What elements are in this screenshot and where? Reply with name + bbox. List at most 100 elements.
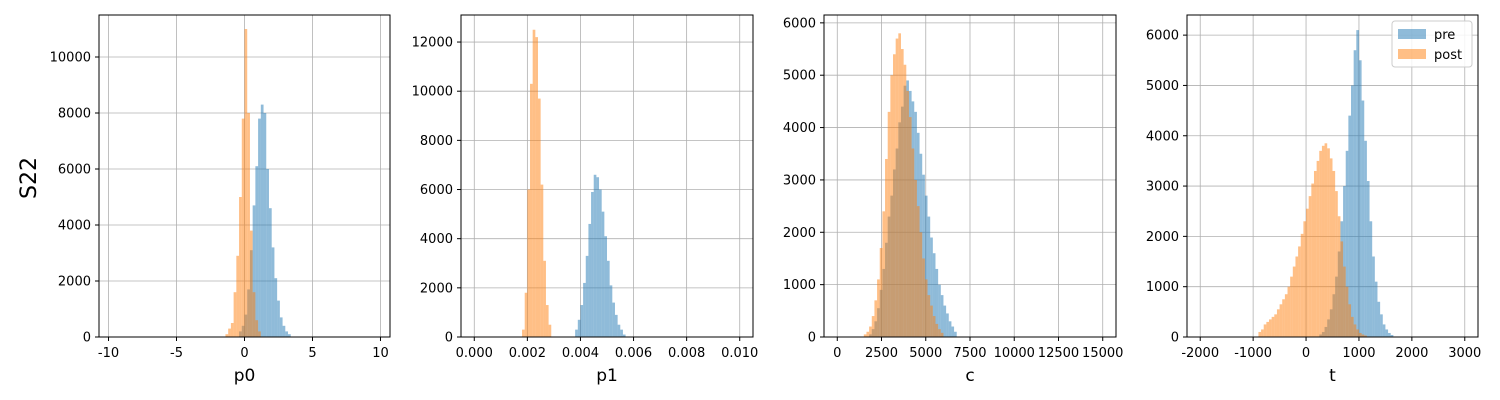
histogram-bar-post [1343,266,1346,337]
histogram-bar-post [1364,335,1367,337]
histogram-bar-post [524,292,528,337]
histogram-bar-pre [1351,85,1354,337]
y-tick: 0 [808,331,824,346]
histogram-bar-post [252,292,256,337]
y-tick-label: 4000 [420,232,453,247]
y-tick-label: 0 [808,331,816,346]
chart-panel-p0: -10 -5 0 5 10 0 2000 4000 6000 8000 10000 p0 [50,14,391,386]
y-tick: 4000 [420,232,461,247]
y-tick: 4000 [783,121,824,136]
histogram-bar-post [922,258,925,337]
histogram-bar-post [1292,266,1296,337]
x-tick: 10 [372,337,389,361]
x-tick: 0 [240,337,249,361]
x-tick-label: 0.000 [456,346,493,361]
histogram-bar-post [890,75,894,338]
histogram-bar-pre [951,326,955,337]
histogram-bar-pre [252,205,256,337]
y-tick-label: 4000 [783,121,816,136]
histogram-bar-post [916,206,920,337]
histogram-bar-post [1287,286,1291,337]
histogram-bar-post [255,320,259,337]
histogram-bar-pre [282,325,286,337]
x-tick-label: -10 [98,346,119,361]
histogram-bar-post [1271,316,1275,337]
histogram-bar-pre [1369,221,1373,337]
x-tick-label: 3000 [1448,346,1481,361]
x-tick-label: 7500 [953,346,986,361]
histogram-bar-pre [932,253,936,337]
x-axis-label: p0 [234,366,256,386]
y-tick: 6000 [58,163,99,178]
x-tick: 0.002 [509,337,546,361]
x-tick: 2500 [865,337,898,361]
histogram-bar-pre [935,268,939,337]
histogram-bar-pre [279,317,283,337]
y-tick: 2000 [58,275,99,290]
histogram-bar-pre [954,331,957,337]
histogram-bar-pre [930,237,933,337]
histogram-bar-post [1335,191,1338,337]
histogram-bar-pre [285,331,289,337]
histogram-bar-pre [622,334,626,337]
histogram-bar-post [882,211,886,337]
histogram-bar-post [1258,331,1262,337]
histogram-bar-post [1321,145,1325,337]
histogram-bar-pre [1382,324,1386,337]
y-tick-label: 6000 [58,163,91,178]
x-tick-label: 1000 [1342,346,1375,361]
y-tick: 3000 [783,173,824,188]
histogram-bar-post [1319,150,1322,337]
histogram-bar-post [871,316,875,337]
histogram-bar-post [1269,319,1272,337]
histogram-bar-pre [1366,181,1370,337]
histogram-bar-post [1282,299,1285,337]
histogram-bar-post [522,329,525,337]
histogram-bar-pre [1358,60,1362,337]
histogram-bar-pre [612,302,615,337]
y-tick-label: 3000 [1146,180,1179,195]
y-tick: 4000 [58,219,99,234]
y-tick-label: 1000 [1146,280,1179,295]
histogram-bar-post [1308,196,1312,337]
histogram-bar-post [1348,304,1352,337]
histogram-bar-post [1276,309,1280,337]
histogram-bar-pre [255,166,259,337]
histogram-bar-post [874,300,878,337]
y-tick: 1000 [1146,280,1187,295]
histogram-bar-pre [620,329,623,337]
x-tick: -1000 [1234,337,1272,361]
histogram-bar-post [938,329,941,337]
histogram-bar-post [548,324,552,337]
histogram-bar-pre [266,169,269,337]
y-tick-label: 2000 [783,226,816,241]
x-tick: 0.000 [456,337,493,361]
histogram-bar-post [1261,329,1264,337]
histogram-bar-post [869,326,872,337]
y-tick: 0 [1171,331,1187,346]
histogram-bar-pre [924,195,928,337]
histogram-bar-post [540,184,544,337]
x-tick: 3000 [1448,337,1481,361]
histogram-bar-post [530,83,533,337]
axes-frame [460,14,754,338]
histogram-bar-post [1279,304,1283,337]
histogram-bar-post [885,158,888,337]
y-tick-label: 2000 [420,281,453,296]
y-tick-label: 0 [83,331,91,346]
histogram-bar-post [940,332,944,337]
series-post [1258,143,1367,337]
histogram-bar-post [532,29,536,338]
histogram-bar-post [1356,329,1359,337]
histogram-bar-post [863,334,867,337]
histogram-bar-post [1290,276,1293,337]
y-tick-label: 12000 [412,36,453,51]
y-tick: 2000 [783,226,824,241]
histogram-bar-pre [588,223,592,337]
y-tick-label: 2000 [1146,230,1179,245]
y-tick-label: 0 [445,331,453,346]
histogram-bar-pre [927,216,931,337]
histogram-bar-pre [591,191,594,337]
x-tick-label: 2000 [1395,346,1428,361]
